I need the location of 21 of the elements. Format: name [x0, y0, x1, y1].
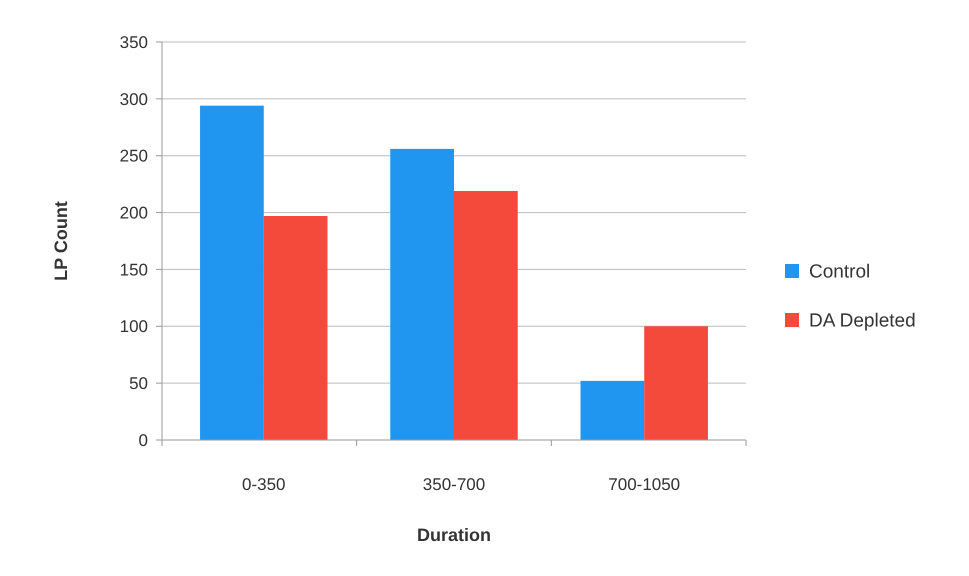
y-tick-label: 100	[120, 317, 148, 336]
bar	[264, 216, 328, 440]
bar	[580, 380, 644, 440]
bar	[390, 148, 454, 440]
x-tick-label: 700-1050	[608, 475, 680, 494]
y-tick-label: 150	[120, 260, 148, 280]
legend-label: Control	[809, 262, 870, 283]
legend-label: DA Depleted	[809, 310, 916, 332]
y-tick-label: 350	[120, 32, 148, 52]
bar	[200, 106, 264, 440]
y-tick-label: 250	[120, 146, 148, 166]
y-tick-label: 200	[120, 204, 148, 223]
x-tick-label: 350-700	[422, 475, 486, 494]
y-tick-label: 50	[129, 374, 148, 394]
y-tick-label: 300	[120, 90, 148, 109]
y-axis-title: LP Count	[51, 201, 71, 281]
x-axis-title: Duration	[417, 525, 491, 545]
x-tick-label: 0-350	[242, 475, 286, 494]
bar	[454, 190, 518, 440]
bar	[644, 326, 708, 440]
y-tick-label: 0	[138, 430, 148, 450]
